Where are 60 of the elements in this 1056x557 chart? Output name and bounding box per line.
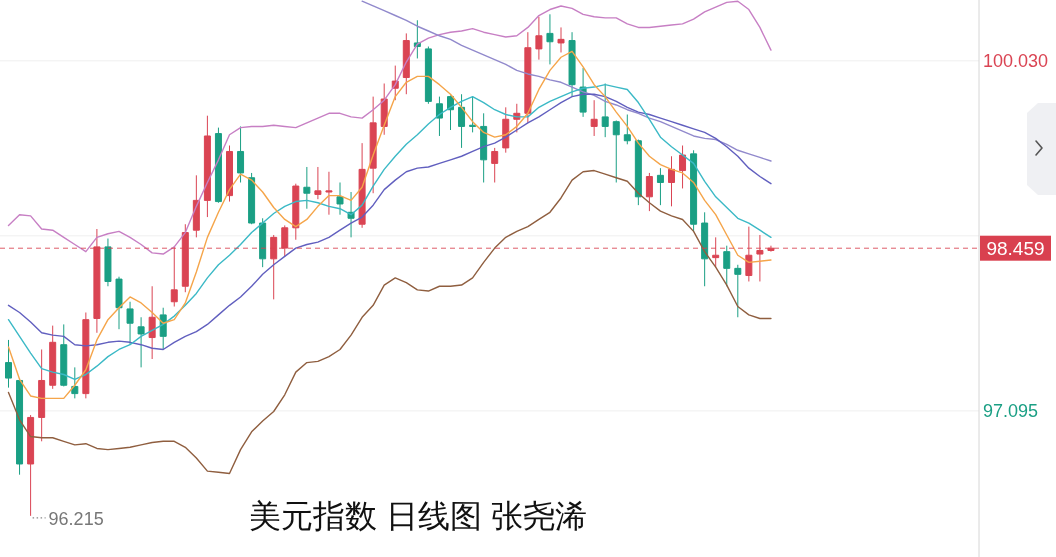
candlestick xyxy=(303,166,311,210)
candlestick xyxy=(226,145,233,203)
candlestick xyxy=(137,316,145,368)
candlestick xyxy=(192,174,200,238)
candlestick xyxy=(535,16,543,61)
candlestick xyxy=(115,276,123,330)
candlestick xyxy=(458,93,466,149)
candlestick xyxy=(336,181,344,216)
candlestick xyxy=(214,127,222,204)
candlestick xyxy=(325,171,333,216)
candlestick xyxy=(248,172,256,225)
candlestick xyxy=(71,366,79,399)
candlestick xyxy=(104,238,112,287)
candlestick xyxy=(656,167,664,206)
candlestick xyxy=(369,96,377,194)
candlestick xyxy=(203,115,211,218)
candlestick xyxy=(38,348,46,442)
candlestick xyxy=(402,32,410,95)
candlestick xyxy=(148,285,156,360)
candlestick xyxy=(259,217,267,268)
candlestick xyxy=(16,377,24,476)
candlestick xyxy=(126,301,134,346)
candlestick xyxy=(314,166,322,200)
y-tick-label: 97.095 xyxy=(983,400,1039,421)
line-series xyxy=(7,50,772,400)
text: 美元指数 日线图 张尧浠 xyxy=(249,498,587,534)
candlestick xyxy=(60,323,68,387)
candlestick xyxy=(701,211,709,287)
annotation: 96.215 xyxy=(48,508,104,529)
candlestick xyxy=(292,183,300,241)
candlestick xyxy=(491,147,499,183)
candlestick xyxy=(237,125,245,183)
candlestick xyxy=(734,264,742,318)
line-series xyxy=(361,0,772,162)
candlestick xyxy=(601,82,609,138)
line-series xyxy=(7,0,772,255)
candlestick xyxy=(568,31,576,98)
candlestick xyxy=(612,119,620,183)
y-tick-label: 100.030 xyxy=(983,50,1049,71)
candlestick xyxy=(435,96,443,137)
candlestick xyxy=(590,99,598,137)
candlestick xyxy=(49,325,57,390)
line-series xyxy=(7,169,772,475)
candlestick xyxy=(424,46,432,105)
candlestick xyxy=(668,155,675,207)
candlestick xyxy=(502,106,510,154)
candlestick xyxy=(557,26,565,53)
candlestick xyxy=(82,311,90,399)
candlestick xyxy=(5,339,12,389)
candlestick xyxy=(679,145,687,189)
candlestick xyxy=(690,149,698,232)
candlestick xyxy=(634,139,642,206)
candlestick xyxy=(524,31,532,124)
candlestick xyxy=(623,114,631,145)
candlestick xyxy=(27,414,35,517)
candlestick xyxy=(645,172,653,212)
candlestick xyxy=(480,112,488,183)
ref-line-label: 98.459 xyxy=(986,237,1045,259)
candlestick xyxy=(469,96,477,133)
candlestick xyxy=(546,13,554,65)
